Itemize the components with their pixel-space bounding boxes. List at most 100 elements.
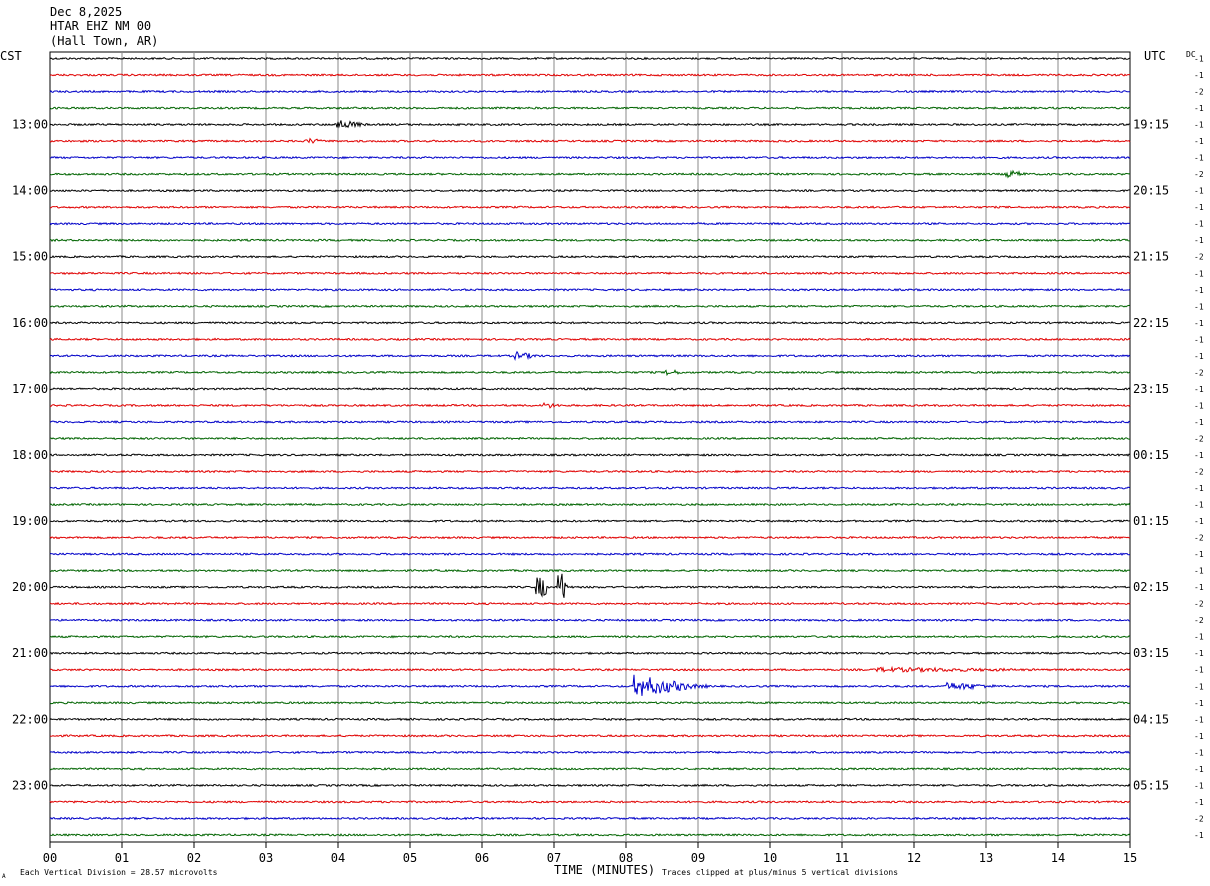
dc-offset-value: -1 <box>1194 765 1204 774</box>
dc-offset-value: -1 <box>1194 484 1204 493</box>
dc-offset-value: -1 <box>1194 121 1204 130</box>
dc-offset-value: -1 <box>1194 236 1204 245</box>
dc-offset-value: -1 <box>1194 418 1204 427</box>
dc-offset-values: -1 -1 -2 -1 -1 -1 -1 -2 -1 -1 -1 -1 -2 -1 -1 -1 -1 -1 -1 -2… <box>1194 55 1204 840</box>
left-hour-label: 16:00 <box>12 316 48 330</box>
dc-offset-value: -2 <box>1194 600 1204 609</box>
trace-line <box>49 386 1131 391</box>
date-label: Dec 8,2025 <box>50 5 122 19</box>
dc-offset-value: -2 <box>1194 170 1204 179</box>
trace-line <box>49 733 1131 738</box>
dc-offset-value: -1 <box>1194 55 1204 64</box>
trace-line <box>49 701 1131 705</box>
dc-offset-value: -1 <box>1194 567 1204 576</box>
dc-offset-value: -1 <box>1194 732 1204 741</box>
x-tick-label: 09 <box>691 851 705 865</box>
right-hour-label: 02:15 <box>1133 580 1169 594</box>
x-tick-label: 12 <box>907 851 921 865</box>
dc-offset-value: -1 <box>1194 748 1204 757</box>
right-hour-label: 05:15 <box>1133 778 1169 792</box>
left-hour-label: 23:00 <box>12 778 48 792</box>
left-hour-labels: 13:00 14:00 15:00 16:00 17:00 18:00 19:00 20:00… <box>12 118 48 793</box>
x-tick-label: 08 <box>619 851 633 865</box>
trace-line <box>49 337 1131 342</box>
trace-line <box>49 767 1131 771</box>
trace-line <box>49 155 1131 160</box>
right-timezone-label: UTC <box>1144 49 1166 63</box>
dc-offset-value: -1 <box>1194 352 1204 361</box>
dc-offset-value: -1 <box>1194 154 1204 163</box>
trace-line <box>49 832 1131 837</box>
dc-offset-value: -1 <box>1194 203 1204 212</box>
dc-offset-value: -1 <box>1194 501 1204 510</box>
dc-offset-value: -1 <box>1194 286 1204 295</box>
x-tick-label: 15 <box>1123 851 1137 865</box>
trace-line <box>49 238 1131 243</box>
dc-offset-value: -2 <box>1194 534 1204 543</box>
right-hour-label: 21:15 <box>1133 250 1169 264</box>
trace-line <box>49 573 1131 598</box>
x-tick-label: 11 <box>835 851 849 865</box>
dc-offset-value: -1 <box>1194 649 1204 658</box>
dc-offset-value: -2 <box>1194 368 1204 377</box>
x-axis-label: TIME (MINUTES) <box>554 863 655 877</box>
x-tick-label: 02 <box>187 851 201 865</box>
trace-line <box>49 205 1131 210</box>
trace-line <box>49 634 1131 639</box>
trace-line <box>49 486 1131 490</box>
right-hour-labels: 19:15 20:15 21:15 22:15 23:15 00:15 01:15 02:15… <box>1133 118 1169 793</box>
x-tick-label: 10 <box>763 851 777 865</box>
left-hour-label: 13:00 <box>12 118 48 132</box>
trace-line <box>49 750 1131 755</box>
dc-offset-value: -1 <box>1194 699 1204 708</box>
trace-line <box>49 665 1131 674</box>
dc-offset-value: -1 <box>1194 550 1204 559</box>
left-hour-label: 15:00 <box>12 250 48 264</box>
scale-note: Each Vertical Division = 28.57 microvolt… <box>20 868 218 877</box>
x-tick-label: 04 <box>331 851 345 865</box>
trace-line <box>49 271 1131 276</box>
trace-line <box>49 469 1131 474</box>
dc-offset-value: -1 <box>1194 451 1204 460</box>
left-hour-label: 18:00 <box>12 448 48 462</box>
trace-line <box>49 552 1130 556</box>
dc-offset-value: -1 <box>1194 220 1204 229</box>
x-tick-label: 14 <box>1051 851 1065 865</box>
trace-line <box>49 420 1131 424</box>
x-tick-label: 13 <box>979 851 993 865</box>
dc-offset-value: -1 <box>1194 187 1204 196</box>
trace-line <box>49 188 1130 193</box>
trace-line <box>49 254 1131 259</box>
trace-line <box>49 436 1131 441</box>
left-hour-label: 22:00 <box>12 712 48 726</box>
left-hour-label: 14:00 <box>12 184 48 198</box>
right-hour-label: 19:15 <box>1133 118 1169 132</box>
trace-line <box>49 674 1131 696</box>
trace-line <box>49 287 1131 292</box>
dc-offset-value: -1 <box>1194 302 1204 311</box>
trace-line <box>49 350 1131 361</box>
trace-line <box>49 304 1131 309</box>
location-label: (Hall Town, AR) <box>50 34 158 48</box>
dc-offset-value: -1 <box>1194 633 1204 642</box>
right-hour-label: 03:15 <box>1133 646 1169 660</box>
dc-offset-value: -1 <box>1194 319 1204 328</box>
trace-line <box>49 519 1131 523</box>
right-hour-label: 01:15 <box>1133 514 1169 528</box>
trace-line <box>49 800 1131 804</box>
right-hour-label: 22:15 <box>1133 316 1169 330</box>
dc-offset-value: -1 <box>1194 781 1204 790</box>
trace-line <box>49 783 1131 788</box>
trace-line <box>49 402 1131 409</box>
trace-line <box>49 56 1131 61</box>
trace-line <box>49 717 1131 722</box>
left-hour-label: 20:00 <box>12 580 48 594</box>
left-hour-label: 21:00 <box>12 646 48 660</box>
corner-mark: A <box>2 873 6 880</box>
left-hour-label: 19:00 <box>12 514 48 528</box>
trace-line <box>49 502 1131 507</box>
trace-line <box>49 320 1131 325</box>
plot-frame <box>49 51 1131 843</box>
trace-line <box>49 601 1131 606</box>
